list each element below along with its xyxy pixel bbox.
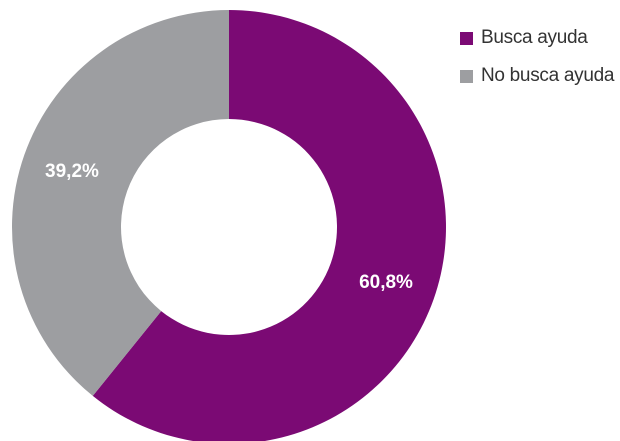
value-label-busca-ayuda: 60,8% [359,272,413,293]
legend-item-busca-ayuda: Busca ayuda [460,26,614,50]
value-label-no-busca-ayuda: 39,2% [45,161,99,182]
chart-legend: Busca ayuda No busca ayuda [460,26,614,102]
legend-item-no-busca-ayuda: No busca ayuda [460,64,614,88]
legend-label-busca-ayuda: Busca ayuda [481,27,588,49]
legend-label-no-busca-ayuda: No busca ayuda [481,65,614,87]
legend-swatch-no-busca-ayuda [460,70,473,83]
legend-swatch-busca-ayuda [460,32,473,45]
donut-slices [12,10,446,441]
